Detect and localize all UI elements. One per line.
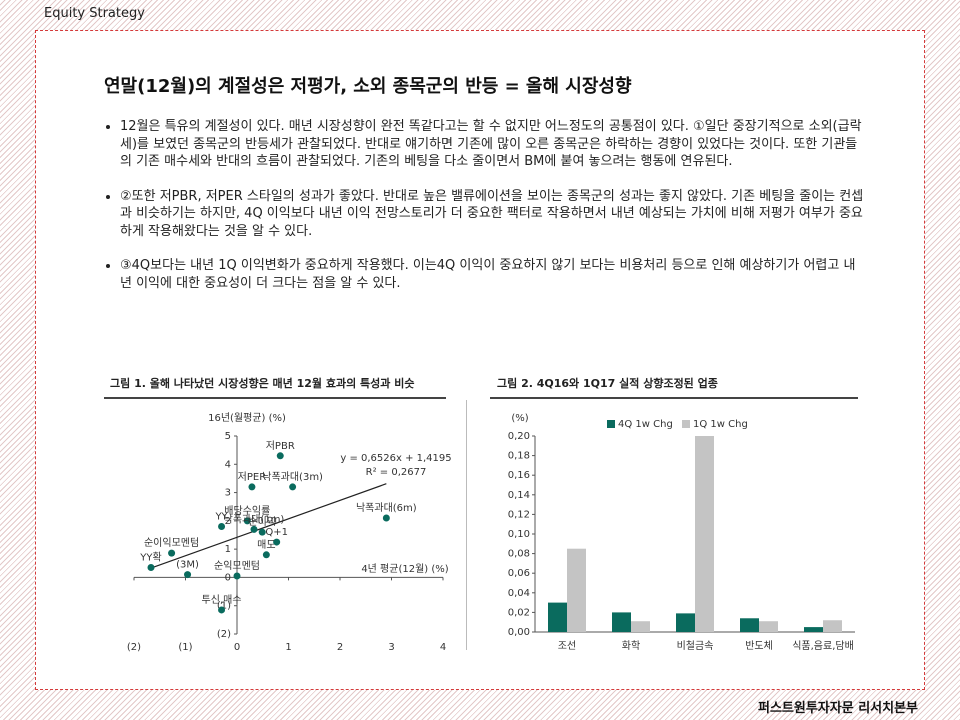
point — [243, 517, 251, 525]
bullet: ③4Q보다는 내년 1Q 이익변화가 중요하게 작용했다. 이는4Q 이익이 중… — [120, 257, 865, 292]
y-tick-label: 2 — [225, 516, 231, 527]
y-tick-label: 4 — [225, 459, 231, 470]
title: 연말(12월)의 계절성은 저평가, 소외 종목군의 반등 = 올해 시장성향 — [104, 76, 632, 97]
point — [233, 572, 241, 580]
legend-label: 1Q 1w Chg — [693, 419, 748, 430]
point-label: 순이익모멘텀 — [144, 537, 199, 549]
point-label: 낙폭과대(1m) — [224, 513, 285, 525]
y-axis-title: (%) — [511, 413, 528, 424]
figure-title: 그림 2. 4Q16와 1Q17 실적 상향조정된 업종 — [497, 377, 718, 390]
y-tick-label: 0,08 — [508, 549, 530, 560]
y-tick-label: 0,20 — [508, 431, 530, 442]
bullet: ②또한 저PBR, 저PER 스타일의 성과가 좋았다. 반대로 높은 밸류에이… — [120, 188, 865, 241]
point-label: (3M) — [176, 560, 199, 571]
bar — [612, 612, 631, 632]
bar — [548, 602, 567, 632]
point — [147, 564, 155, 572]
point-label: 투신,매수 — [202, 594, 242, 606]
point — [289, 483, 297, 491]
point-label: 저PBR — [266, 440, 295, 452]
point-label: 매도 — [257, 539, 275, 551]
point-label: 배당수익률 — [224, 505, 270, 517]
x-tick-label: (1) — [178, 642, 192, 653]
y-tick-label: 1 — [225, 544, 231, 555]
footer: 퍼스트원투자자문 리서치본부 — [757, 701, 918, 716]
x-tick-label: 조선 — [558, 640, 576, 652]
y-tick-label: (1) — [217, 601, 231, 612]
trend-equation: y = 0,6526x + 1,4195 — [340, 453, 451, 464]
y-tick-label: 0,00 — [508, 627, 530, 638]
y-tick-label: 0 — [225, 572, 231, 583]
figure-rule — [104, 397, 446, 399]
point — [276, 452, 284, 460]
legend-swatch — [607, 420, 615, 428]
x-tick-label: 화학 — [622, 640, 640, 652]
figure-divider — [466, 400, 467, 650]
y-tick-label: 0,18 — [508, 451, 530, 462]
figure-rule — [490, 397, 858, 399]
y-tick-label: 0,02 — [508, 607, 530, 618]
point — [382, 514, 390, 522]
point — [218, 523, 226, 531]
x-tick-label: 식품,음료,담배 — [792, 640, 854, 652]
y-tick-label: (2) — [217, 629, 231, 640]
figure-title: 그림 1. 올해 나타났던 시장성향은 매년 12월 효과의 특성과 비슷 — [110, 377, 415, 390]
point-label: YY — [214, 512, 228, 523]
bar — [676, 613, 695, 632]
bar — [804, 627, 823, 632]
y-tick-label: 3 — [225, 488, 231, 499]
x-tick-label: 3 — [388, 642, 394, 653]
y-tick-label: 0,12 — [508, 509, 530, 520]
point — [218, 606, 226, 614]
point-label: Q+1 — [265, 527, 288, 538]
x-tick-label: 1 — [285, 642, 291, 653]
point — [258, 528, 266, 536]
x-tick-label: 2 — [337, 642, 343, 653]
y-tick-label: 0,14 — [508, 490, 530, 501]
x-tick-label: 비철금속 — [677, 640, 714, 652]
point-label: 낙폭과대(6m) — [356, 502, 417, 514]
bullet: 12월은 특유의 계절성이 있다. 매년 시장성향이 완전 똑같다고는 할 수 … — [120, 118, 865, 171]
point — [248, 483, 256, 491]
content-box — [35, 30, 925, 690]
bar — [740, 618, 759, 632]
legend-label: 4Q 1w Chg — [618, 419, 673, 430]
y-tick-label: 0,06 — [508, 568, 530, 579]
r-squared: R² = 0,2677 — [366, 467, 427, 478]
point-label: 순이익 — [248, 516, 276, 528]
bar — [631, 621, 650, 632]
bar — [567, 548, 586, 632]
bullet-list: 12월은 특유의 계절성이 있다. 매년 시장성향이 완전 똑같다고는 할 수 … — [100, 118, 865, 309]
point — [184, 571, 192, 579]
y-tick-label: 5 — [225, 431, 231, 442]
y-tick-label: 0,16 — [508, 470, 530, 481]
x-tick-label: 반도체 — [745, 640, 773, 652]
header: Equity Strategy — [44, 6, 145, 21]
x-tick-label: 4 — [440, 642, 446, 653]
bar — [823, 620, 842, 632]
y-axis-title: 16년(월평균) (%) — [208, 412, 286, 424]
trend-line — [150, 483, 387, 569]
y-tick-label: 0,04 — [508, 588, 530, 599]
point-label: YY확 — [139, 552, 161, 564]
x-tick-label: 0 — [234, 642, 240, 653]
bar — [695, 436, 714, 632]
point — [262, 551, 270, 559]
point — [273, 538, 281, 546]
x-tick-label: (2) — [127, 642, 141, 653]
y-tick-label: 0,10 — [508, 529, 530, 540]
x-axis-title: 4년 평균(12월) (%) — [361, 563, 448, 575]
bar — [759, 621, 778, 632]
point — [168, 549, 176, 557]
point — [250, 525, 258, 533]
point-label: 순익모멘텀 — [214, 560, 260, 572]
point-label: 낙폭과대(3m) — [262, 471, 323, 483]
legend-swatch — [682, 420, 690, 428]
point-label: 저PER — [238, 471, 267, 483]
